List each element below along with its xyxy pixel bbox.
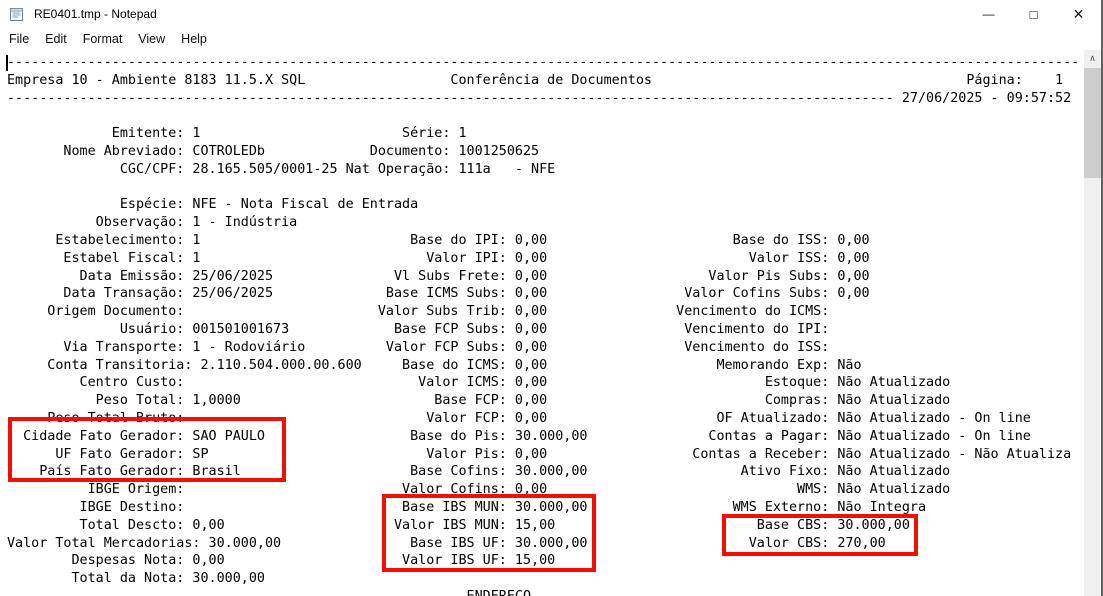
report-line: ----------------------------------------…: [7, 90, 1072, 106]
titlebar[interactable]: RE0401.tmp - Notepad — □ ×: [0, 0, 1101, 28]
menu-format[interactable]: Format: [82, 31, 123, 46]
menu-edit[interactable]: Edit: [45, 31, 67, 46]
window-controls: — □ ×: [966, 0, 1101, 28]
report-line: Estabelecimento: 1 Base do IPI: 0,00 Bas…: [7, 232, 870, 248]
report-line: Conta Transitoria: 2.110.504.000.00.600 …: [7, 357, 862, 373]
report-line: IBGE Destino: Base IBS MUN: 30.000,00 WM…: [7, 499, 927, 515]
report-line: Via Transporte: 1 - Rodoviário Valor FCP…: [7, 339, 830, 355]
report-line: ----------------------------------------…: [7, 55, 1080, 70]
report-line: País Fato Gerador: Brasil Base Cofins: 3…: [7, 464, 951, 480]
report-line: Estabel Fiscal: 1 Valor IPI: 0,00 Valor …: [7, 250, 870, 266]
report-line: Centro Custo: Valor ICMS: 0,00 Estoque: …: [7, 375, 951, 391]
report-line: Data Emissão: 25/06/2025 Vl Subs Frete: …: [7, 268, 870, 284]
maximize-button[interactable]: □: [1029, 6, 1038, 22]
report-line: [7, 179, 1084, 197]
menubar: File Edit Format View Help: [0, 28, 1101, 50]
report-line: ENDEREÇO: [7, 588, 1084, 596]
report-line: [7, 107, 1084, 125]
highlight-box: [382, 494, 596, 572]
report-line: Despesas Nota: 0,00 Valor IBS UF: 15,00: [7, 553, 556, 569]
report-line: Nome Abreviado: COTROLEDb Documento: 100…: [7, 143, 540, 159]
scrollbar-thumb[interactable]: [1084, 68, 1101, 178]
report-line: Data Transação: 25/06/2025 Base ICMS Sub…: [7, 286, 870, 302]
report-line: IBGE Origem: Valor Cofins: 0,00 WMS: Não…: [7, 482, 951, 498]
report-line: Peso Total: 1,0000 Base FCP: 0,00 Compra…: [7, 393, 951, 409]
vertical-scrollbar[interactable]: ∧: [1084, 50, 1101, 596]
report-line: Origem Documento: Valor Subs Trib: 0,00 …: [7, 304, 830, 320]
report-line: Usuário: 001501001673 Base FCP Subs: 0,0…: [7, 321, 830, 337]
report-line: CGC/CPF: 28.165.505/0001-25 Nat Operação…: [7, 161, 556, 177]
highlight-box: [722, 514, 918, 556]
scroll-up-icon[interactable]: ∧: [1089, 53, 1096, 64]
report-line: Total Descto: 0,00 Valor IBS MUN: 15,00 …: [7, 517, 910, 533]
menu-file[interactable]: File: [9, 31, 30, 46]
report-line: Valor Total Mercadorias: 30.000,00 Base …: [7, 535, 886, 551]
highlight-box: [8, 417, 286, 482]
text-area[interactable]: ----------------------------------------…: [0, 50, 1084, 596]
report-line: Peso Total Bruto: Valor FCP: 0,00 OF Atu…: [7, 410, 1031, 426]
notepad-icon: [9, 6, 25, 22]
document-text: ----------------------------------------…: [0, 50, 1084, 596]
report-line: Total da Nota: 30.000,00: [7, 571, 265, 587]
text-caret: [6, 55, 8, 71]
close-button[interactable]: ×: [1073, 3, 1084, 24]
report-line: Cidade Fato Gerador: SAO PAULO Base do P…: [7, 428, 1031, 444]
menu-help[interactable]: Help: [181, 31, 207, 46]
report-line: UF Fato Gerador: SP Valor Pis: 0,00 Cont…: [7, 446, 1072, 462]
report-line: Espécie: NFE - Nota Fiscal de Entrada: [7, 197, 419, 213]
window-title: RE0401.tmp - Notepad: [34, 7, 157, 21]
menu-view[interactable]: View: [138, 31, 166, 46]
report-line: Empresa 10 - Ambiente 8183 11.5.X SQL Co…: [7, 72, 1064, 88]
report-line: Emitente: 1 Série: 1: [7, 126, 467, 142]
minimize-button[interactable]: —: [982, 7, 995, 21]
report-line: Observação: 1 - Indústria: [7, 215, 298, 231]
